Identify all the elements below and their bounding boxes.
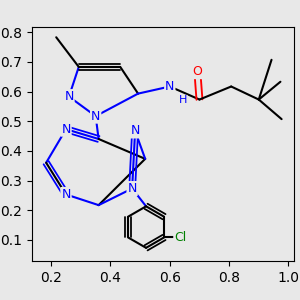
Text: N: N <box>130 124 140 137</box>
Text: H: H <box>179 95 187 105</box>
Text: N: N <box>128 182 137 195</box>
Text: N: N <box>61 188 71 201</box>
Text: O: O <box>192 65 202 78</box>
Text: Cl: Cl <box>174 231 187 244</box>
Text: N: N <box>165 80 175 93</box>
Text: N: N <box>64 90 74 103</box>
Text: N: N <box>61 123 71 136</box>
Text: N: N <box>91 110 100 123</box>
